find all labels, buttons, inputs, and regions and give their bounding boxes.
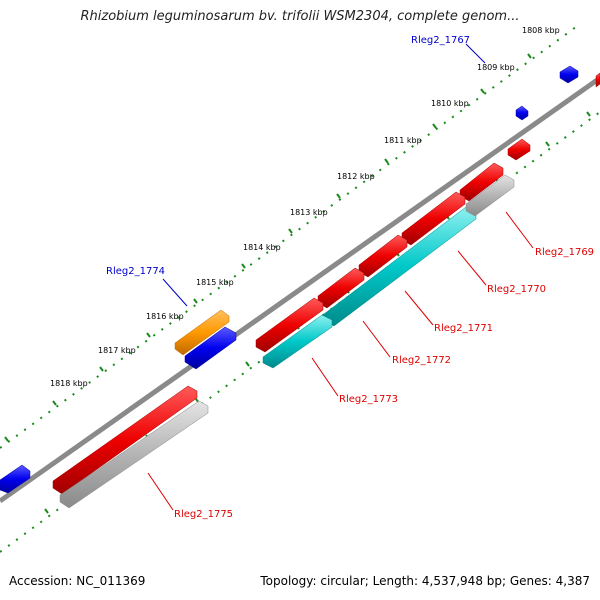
reverse-gene-1767[interactable] [559, 65, 579, 84]
forward-gene-1775[interactable] [52, 385, 198, 495]
forward-gene-top-right[interactable] [595, 72, 600, 88]
kbp-label: 1815 kbp [196, 278, 234, 287]
gene-label[interactable]: Rleg2_1772 [392, 355, 451, 366]
cds-feature-upper[interactable] [323, 206, 477, 327]
cds-feature-lower[interactable] [262, 314, 333, 369]
forward-gene-1768[interactable] [507, 138, 531, 161]
highlighted-gene[interactable] [174, 309, 230, 356]
kbp-label: 1814 kbp [243, 243, 281, 252]
kbp-label: 1808 kbp [522, 26, 560, 35]
ruler-labels: 1808 kbp 1809 kbp 1810 kbp 1811 kbp 1812… [50, 26, 560, 388]
gray-feature-1769[interactable] [465, 174, 515, 217]
gene-label[interactable]: Rleg2_1771 [434, 323, 493, 334]
gene-label[interactable]: Rleg2_1774 [106, 266, 165, 277]
map-title: Rhizobium leguminosarum bv. trifolii WSM… [80, 9, 520, 24]
kbp-label: 1818 kbp [50, 379, 88, 388]
gene-labels: Rleg2_1767 Rleg2_1774 Rleg2_1769 Rleg2_1… [106, 35, 594, 520]
gray-feature-1775[interactable] [59, 400, 209, 509]
kbp-label: 1812 kbp [337, 172, 375, 181]
kbp-label: 1817 kbp [98, 346, 136, 355]
gene-label[interactable]: Rleg2_1773 [339, 394, 398, 405]
gene-label[interactable]: Rleg2_1769 [535, 247, 594, 258]
accession-text: Accession: NC_011369 [9, 574, 146, 588]
kbp-label: 1816 kbp [146, 312, 184, 321]
leader-lines [147, 43, 534, 511]
gene-label[interactable]: Rleg2_1767 [411, 35, 470, 46]
gene-label[interactable]: Rleg2_1770 [487, 284, 546, 295]
gene-label[interactable]: Rleg2_1775 [174, 509, 233, 520]
genome-backbone [0, 75, 600, 504]
feature-track [0, 65, 600, 509]
topology-text: Topology: circular; Length: 4,537,948 bp… [260, 574, 590, 588]
kbp-label: 1813 kbp [290, 208, 328, 217]
forward-gene-1773[interactable] [255, 297, 324, 353]
reverse-gene-left[interactable] [0, 464, 31, 494]
reverse-gene-1774[interactable] [184, 326, 237, 370]
kbp-label: 1809 kbp [477, 63, 515, 72]
kbp-label: 1810 kbp [431, 99, 469, 108]
reverse-gene-small[interactable] [515, 105, 529, 121]
kbp-label: 1811 kbp [384, 136, 422, 145]
